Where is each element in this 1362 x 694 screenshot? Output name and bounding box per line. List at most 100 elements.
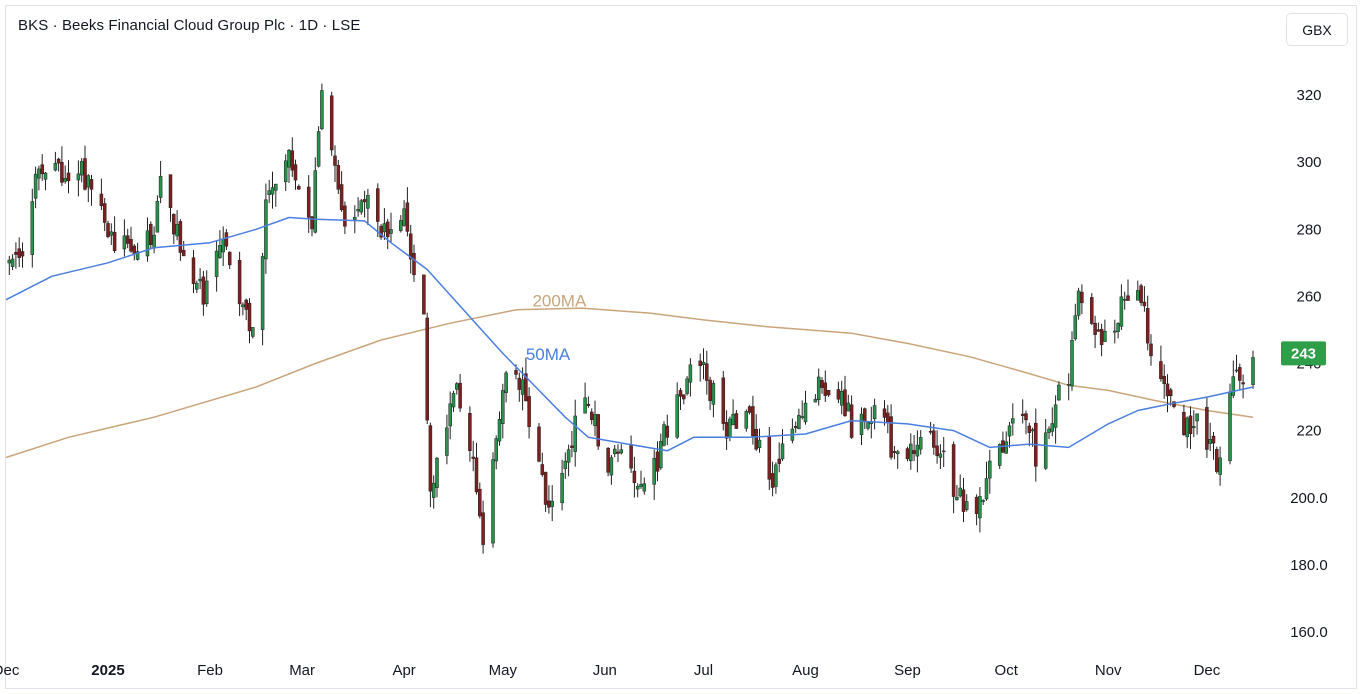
candle-up [353,216,357,221]
candle-up [978,496,982,519]
candle-up [274,183,278,191]
chart-frame [5,5,1357,689]
candle-down [333,155,337,166]
candle-down [1126,295,1130,301]
candle-down [751,406,755,437]
candle-down [912,450,916,454]
candle-down [1096,329,1101,332]
currency-button[interactable]: GBX [1286,13,1348,46]
candle-up [1192,426,1196,429]
ma-labels: 200MA 50MA [526,291,587,364]
candle-up [152,234,156,249]
candle-up [1234,369,1239,372]
candle-down [20,251,25,257]
candle-up [1076,290,1081,316]
candle-down [247,302,252,332]
candle-up [757,439,762,448]
candle-down [14,252,18,255]
candle-down [1020,413,1025,416]
candle-down [56,158,61,164]
candle-down [698,360,702,367]
candle-down [385,221,390,238]
candle-up [214,250,219,277]
candle-up [560,473,564,504]
candle-up [1050,423,1055,432]
candle-down [1090,297,1094,324]
y-tick-label: 280 [1296,221,1321,238]
ma200-line-layer [5,307,1254,459]
candle-down [66,172,71,182]
candle-down [290,150,295,171]
candle-down [682,394,686,400]
candle-up [218,245,222,258]
candle-up [909,443,913,462]
candle-up [155,201,160,233]
candle-down [1099,328,1104,346]
candle-down [125,235,130,244]
candle-down [336,165,341,190]
candle-down [468,413,472,451]
candle-down [99,193,104,207]
candle-down [329,95,334,151]
candle-down [826,390,831,396]
candle-down [1149,343,1153,357]
candle-up [800,416,804,418]
candle-down [793,426,798,428]
candle-up [813,398,818,403]
candle-down [1182,411,1186,435]
candle-up [76,173,81,181]
candle-up [1073,315,1078,340]
candle-down [1159,361,1163,379]
candle-up [455,383,459,390]
candle-down [1215,449,1219,472]
50ma-label: 50MA [526,345,571,364]
candle-up [1119,296,1124,327]
candle-down [405,202,410,232]
candle-up [356,209,360,212]
x-tick-label: Mar [289,662,315,679]
candle-up [984,478,989,500]
candle-up [728,418,732,438]
candle-down [376,188,380,222]
candle-down [665,425,670,438]
candle-up [988,460,992,479]
candle-up [895,451,900,454]
candle-up [145,230,150,257]
candle-down [537,426,541,462]
candle-up [491,459,495,544]
candle-down [586,403,591,406]
candle-down [1162,375,1166,384]
candle-down [1238,367,1242,381]
candle-up [918,437,923,450]
candle-up [639,484,643,487]
candle-up [981,500,985,502]
candle-down [1211,435,1216,444]
candle-up [1228,391,1232,462]
y-tick-label: 300 [1296,154,1321,171]
x-tick-label: Jul [694,662,713,679]
candle-up [86,175,91,188]
candle-up [711,383,716,405]
candle-down [708,379,712,401]
candle-up [316,131,321,167]
x-tick-label: Apr [392,662,415,679]
candle-down [40,164,44,175]
x-tick-label: Nov [1095,662,1122,679]
candle-up [675,394,679,438]
candle-up [701,361,706,365]
x-axis: Dec 2025 Feb Mar Apr May Jun Jul Aug Sep Oct Nov Dec [0,662,1221,679]
candle-down [961,489,966,512]
candle-down [306,186,311,218]
candle-up [866,422,870,429]
candle-up [260,256,265,330]
candle-up [1043,432,1048,469]
candle-up [1136,290,1140,301]
candle-up [780,443,785,460]
candle-up [688,364,693,383]
candle-down [129,239,133,252]
candle-up [566,449,571,463]
candle-up [313,170,318,233]
candle-up [563,460,568,469]
